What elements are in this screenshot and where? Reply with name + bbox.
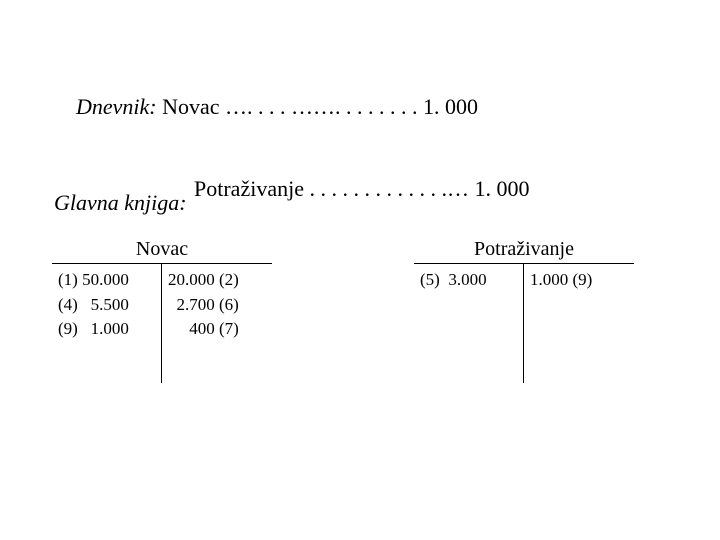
t-account-debit-column: (1) 50.000 (4) 5.500 (9) 1.000 [52,264,162,383]
t-account-title: Novac [52,238,272,261]
t-account-debit-column: (5) 3.000 [414,264,524,383]
t-account-novac: Novac (1) 50.000 (4) 5.500 (9) 1.000 20.… [52,238,272,383]
journal-line2-dots: . . . . . . . . . . . . .… [304,176,469,201]
journal-line-1: Dnevnik: Novac …. . . . ……. . . . . . . … [54,68,529,146]
journal-line1-account: Novac [162,94,219,119]
journal-line2-account: Potraživanje [194,176,304,201]
t-account-body: (5) 3.000 1.000 (9) [414,263,634,383]
journal-line2-amount: 1. 000 [474,176,529,201]
journal-line-2: Potraživanje . . . . . . . . . . . . .… … [172,150,529,228]
journal-line1-dots: …. . . . ……. . . . . . . . [220,94,418,119]
t-account-body: (1) 50.000 (4) 5.500 (9) 1.000 20.000 (2… [52,263,272,383]
t-account-potrazivanje: Potraživanje (5) 3.000 1.000 (9) [414,238,634,383]
journal-label: Dnevnik: [76,94,157,119]
ledger-heading: Glavna knjiga: [54,190,187,216]
t-account-title: Potraživanje [414,238,634,261]
journal-line1-amount: 1. 000 [423,94,478,119]
t-account-credit-column: 20.000 (2) 2.700 (6) 400 (7) [162,264,272,383]
t-account-credit-column: 1.000 (9) [524,264,634,383]
